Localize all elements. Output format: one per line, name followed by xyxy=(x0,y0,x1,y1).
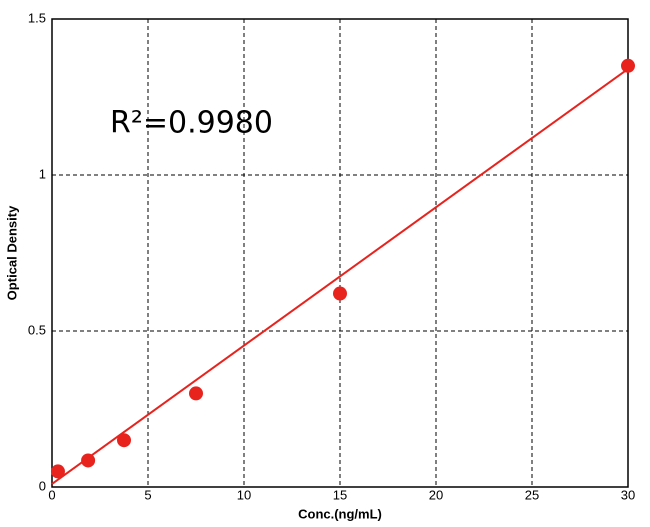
x-axis-title: Conc.(ng/mL) xyxy=(298,506,382,521)
x-tick-label: 30 xyxy=(621,487,635,502)
x-tick-label: 0 xyxy=(48,487,55,502)
data-point xyxy=(621,58,635,73)
x-tick-label: 15 xyxy=(333,487,347,502)
data-point xyxy=(117,433,131,448)
x-tick-label: 5 xyxy=(144,487,151,502)
annotation: R²=0.9980 xyxy=(110,106,273,141)
fit-line xyxy=(51,68,629,485)
x-tick-label: 25 xyxy=(525,487,539,502)
data-point xyxy=(189,386,203,401)
y-tick-label: 1.5 xyxy=(28,10,46,25)
y-axis-title: Optical Density xyxy=(4,205,19,300)
plot-frame xyxy=(51,18,629,488)
data-point xyxy=(333,286,347,301)
data-point xyxy=(81,453,96,468)
x-tick-label: 10 xyxy=(237,487,251,502)
x-tick-label: 20 xyxy=(429,487,443,502)
y-tick-label: 1 xyxy=(39,166,46,181)
y-tick-label: 0 xyxy=(39,478,46,493)
y-tick-label: 0.5 xyxy=(28,322,46,337)
data-point xyxy=(50,464,65,479)
